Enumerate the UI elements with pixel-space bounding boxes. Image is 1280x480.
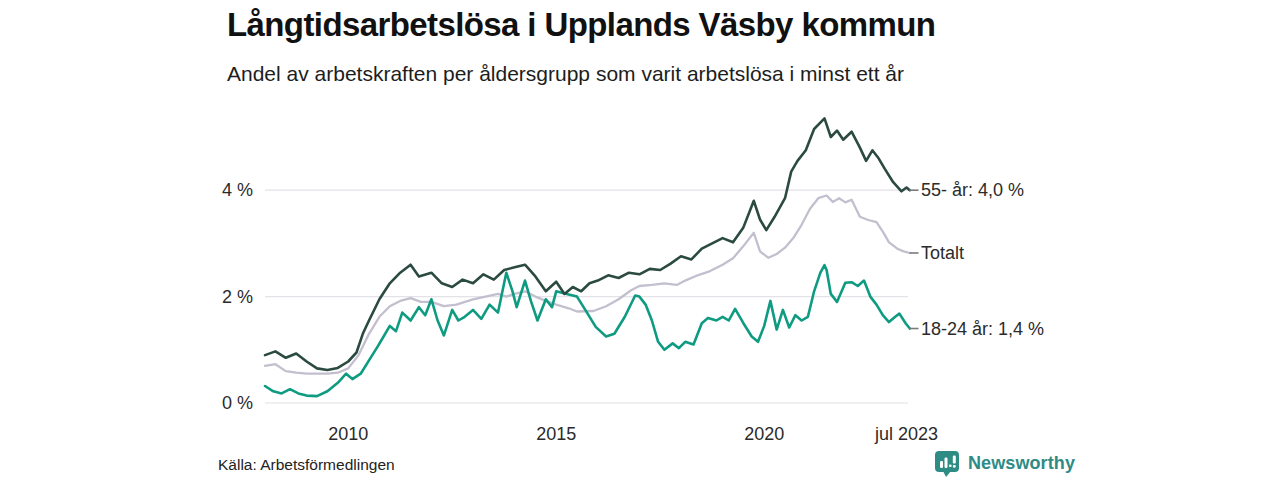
chart-figure: Långtidsarbetslösa i Upplands Väsby komm… (0, 0, 1280, 480)
x-tick-label: jul 2023 (846, 423, 966, 445)
newsworthy-logo-icon (934, 450, 961, 477)
y-tick-label: 4 % (183, 179, 253, 201)
series-end-label-age-55-plus: 55- år: 4,0 % (921, 179, 1024, 201)
source-note: Källa: Arbetsförmedlingen (218, 456, 395, 474)
series-end-label-age-18-24: 18-24 år: 1,4 % (921, 318, 1044, 340)
brand: Newsworthy (934, 450, 1075, 477)
x-tick-label: 2010 (288, 423, 408, 445)
line-age-55-plus (265, 118, 910, 370)
y-tick-label: 0 % (183, 392, 253, 414)
x-tick-label: 2015 (496, 423, 616, 445)
y-tick-label: 2 % (183, 286, 253, 308)
brand-name: Newsworthy (968, 453, 1075, 474)
x-tick-label: 2020 (704, 423, 824, 445)
series-end-label-total: Totalt (921, 242, 964, 264)
